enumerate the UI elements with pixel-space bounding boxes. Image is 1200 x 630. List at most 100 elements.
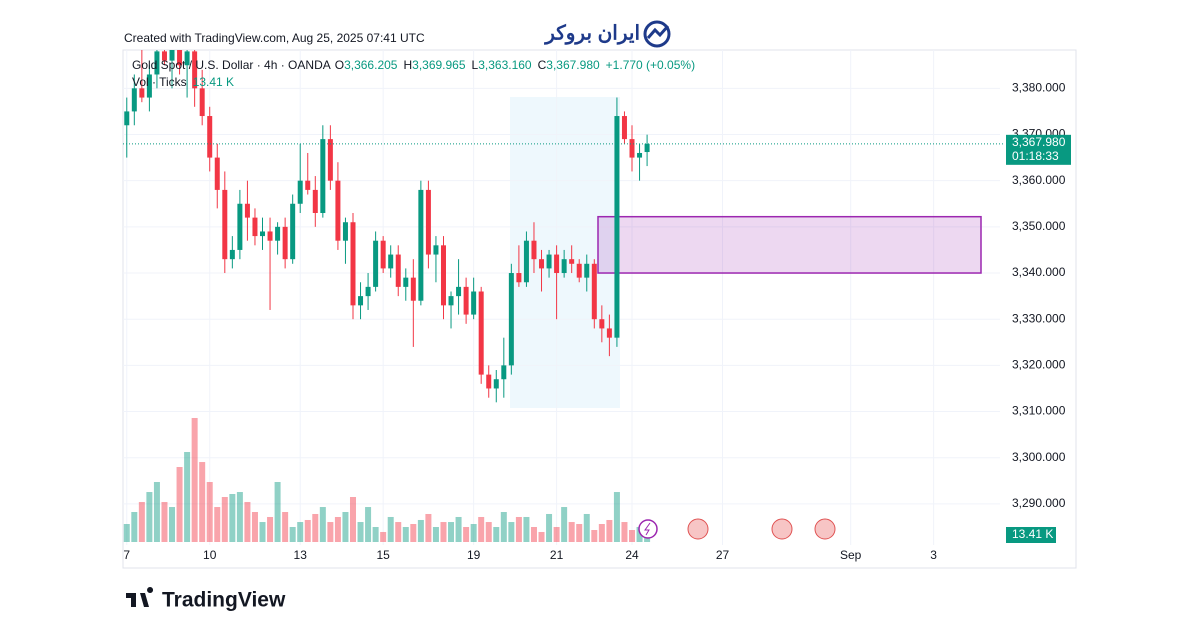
volume-bar	[221, 497, 228, 542]
volume-bar	[184, 452, 191, 542]
volume-bar	[199, 462, 206, 542]
volume-bar	[553, 527, 560, 542]
volume-bar	[251, 512, 258, 542]
candle-body	[591, 263, 597, 320]
volume-bar	[448, 522, 455, 542]
candle-body	[124, 111, 130, 126]
volume-bar	[629, 530, 636, 542]
candle-body	[569, 259, 575, 264]
candle-body	[290, 203, 296, 260]
volume-bar	[267, 516, 274, 542]
candle-body	[599, 319, 605, 329]
candle-body	[456, 286, 462, 297]
ohlc-key: O	[335, 58, 344, 72]
y-tick-label: 3,330.000	[1012, 311, 1066, 325]
volume-bar	[176, 467, 183, 542]
volume-bar	[561, 507, 568, 542]
candle-body	[146, 74, 152, 98]
volume-bar	[357, 522, 364, 542]
volume-bar	[395, 522, 402, 542]
volume-bar	[478, 516, 485, 542]
candle-body	[448, 296, 454, 306]
y-tick-label: 3,320.000	[1012, 358, 1066, 372]
candle-body	[282, 226, 288, 260]
candle-body	[471, 291, 477, 315]
candle-body	[493, 379, 499, 389]
candle-body	[229, 249, 235, 260]
symbol-legend: Gold Spot / U.S. Dollar · 4h · OANDA O 3,3…	[132, 58, 695, 72]
candle-body	[222, 189, 228, 260]
volume-bar	[606, 519, 613, 542]
volume-bar	[417, 519, 424, 542]
candle-body	[388, 254, 394, 269]
ohlc-value: 3,367.980	[546, 58, 600, 72]
volume-bar	[576, 524, 583, 542]
volume-bar	[161, 501, 168, 542]
volume-bar	[236, 492, 243, 542]
volume-legend: Vol · Ticks 13.41 K	[132, 75, 234, 89]
y-tick-label: 3,350.000	[1012, 219, 1066, 233]
volume-bar	[123, 524, 130, 542]
candle-body	[199, 88, 205, 117]
candle-body	[523, 240, 529, 283]
candle-body	[358, 296, 364, 306]
candle-body	[131, 88, 137, 112]
volume-bar	[621, 522, 628, 542]
candle-body	[260, 231, 266, 237]
x-tick-label: 15	[376, 548, 390, 562]
x-tick-label: 27	[716, 548, 730, 562]
volume-bar	[229, 494, 236, 542]
volume-bar	[508, 522, 515, 542]
volume-value: 13.41 K	[193, 75, 234, 89]
candle-body	[644, 143, 650, 153]
candle-body	[546, 254, 552, 269]
volume-bar	[387, 516, 394, 542]
volume-bar	[455, 516, 462, 542]
volume-bar	[546, 513, 553, 542]
candle-body	[516, 273, 522, 283]
candle-body	[252, 217, 258, 237]
volume-bar	[538, 531, 545, 542]
volume-bar	[485, 522, 492, 542]
candle-body	[440, 245, 446, 306]
candle-body	[184, 51, 190, 66]
candle-body	[501, 365, 507, 380]
volume-bar	[191, 417, 198, 542]
volume-bar	[432, 527, 439, 542]
volume-value-box	[1006, 527, 1056, 543]
candle-body	[478, 291, 484, 375]
volume-bar	[244, 501, 251, 542]
volume-bar	[463, 527, 470, 542]
x-tick-label: Sep	[840, 548, 862, 562]
volume-bar	[402, 527, 409, 542]
volume-bar	[312, 513, 319, 542]
volume-bar	[146, 492, 153, 542]
volume-bar	[282, 512, 289, 542]
candle-body	[305, 180, 311, 190]
volume-bar	[636, 527, 643, 542]
change-label: +1.770 (+0.05%)	[606, 58, 695, 72]
candle-body	[531, 240, 537, 260]
volume-bar	[591, 530, 598, 542]
candle-body	[267, 231, 273, 241]
volume-bar	[327, 522, 334, 542]
volume-bar	[523, 516, 530, 542]
volume-bar	[470, 524, 477, 542]
candle-body	[403, 277, 409, 287]
candle-body	[584, 263, 590, 278]
brand-logo: ایران بروکر	[543, 20, 671, 48]
volume-bar	[410, 524, 417, 542]
volume-bar	[289, 527, 296, 542]
ohlc-key: C	[538, 58, 547, 72]
volume-bar	[530, 527, 537, 542]
event-icons	[638, 518, 836, 540]
y-tick-label: 3,290.000	[1012, 496, 1066, 510]
x-tick-label: 13	[294, 548, 308, 562]
volume-bar	[440, 522, 447, 542]
x-tick-label: 3	[930, 548, 937, 562]
candle-body	[161, 51, 167, 61]
candle-body	[486, 374, 492, 389]
symbol-title: Gold Spot / U.S. Dollar · 4h · OANDA	[132, 58, 331, 72]
candle-body	[275, 226, 281, 241]
